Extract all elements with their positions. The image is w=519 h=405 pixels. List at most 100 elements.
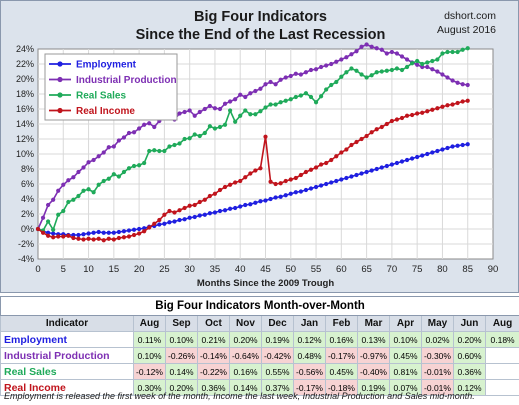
data-point xyxy=(369,73,374,78)
data-point xyxy=(116,235,121,241)
data-point xyxy=(369,130,374,135)
mom-table-area: Big Four Indicators Month-over-Month Ind… xyxy=(0,296,519,396)
table-cell: 0.55% xyxy=(261,363,294,380)
data-point xyxy=(202,106,207,112)
data-point xyxy=(197,133,202,139)
data-point xyxy=(450,144,455,149)
data-point xyxy=(46,230,51,235)
table-cell: 0.45% xyxy=(325,363,358,380)
data-point xyxy=(359,171,364,176)
data-point xyxy=(40,215,46,220)
data-point xyxy=(51,227,56,232)
data-point xyxy=(187,136,192,141)
data-point xyxy=(379,69,384,74)
y-tick-label: 22% xyxy=(16,59,34,69)
y-tick-label: -4% xyxy=(18,254,34,264)
table-row: Real Income 0.30% 0.20% 0.36% 0.14% 0.37% -0.1… xyxy=(0,379,519,396)
table-cell: 0.10% xyxy=(389,331,422,348)
data-point xyxy=(273,82,278,87)
data-point xyxy=(137,163,142,168)
data-point xyxy=(293,94,298,100)
table-cell xyxy=(484,379,519,396)
data-point xyxy=(238,204,243,209)
data-point xyxy=(192,113,197,118)
month-header: Dec xyxy=(261,315,294,332)
data-point xyxy=(278,181,283,186)
table-cell: -0.64% xyxy=(229,347,262,364)
data-point xyxy=(131,163,137,169)
data-point xyxy=(374,46,379,51)
data-point xyxy=(167,208,172,214)
data-point xyxy=(430,150,435,155)
table-cell: 0.10% xyxy=(133,347,166,364)
data-point xyxy=(465,98,470,103)
data-point xyxy=(319,183,324,188)
data-point xyxy=(415,62,420,67)
data-point xyxy=(384,121,389,127)
data-point xyxy=(207,124,212,129)
data-point xyxy=(212,126,218,131)
x-tick-label: 40 xyxy=(235,264,246,275)
data-point xyxy=(46,219,51,224)
data-point xyxy=(238,178,243,184)
data-point xyxy=(298,172,303,178)
data-point xyxy=(56,234,61,239)
data-point xyxy=(157,217,162,223)
table-cell: 0.18% xyxy=(484,331,519,348)
data-point xyxy=(76,236,81,241)
x-tick-label: 30 xyxy=(184,264,195,275)
data-point xyxy=(440,104,445,109)
data-point xyxy=(359,136,364,142)
table-cell: 0.60% xyxy=(453,347,486,364)
data-point xyxy=(339,150,344,155)
data-point xyxy=(248,112,253,117)
data-point xyxy=(303,187,309,193)
data-point xyxy=(354,139,359,145)
data-point xyxy=(440,72,445,77)
data-point xyxy=(445,145,450,151)
mom-table: Big Four Indicators Month-over-Month Ind… xyxy=(0,296,519,396)
data-point xyxy=(96,236,101,241)
x-tick-label: 60 xyxy=(336,264,347,275)
data-point xyxy=(71,232,76,238)
data-point xyxy=(420,110,425,115)
table-cell: -0.17% xyxy=(325,347,358,364)
x-tick-label: 80 xyxy=(437,264,448,275)
data-point xyxy=(228,182,233,187)
data-point xyxy=(369,168,374,173)
data-point xyxy=(111,237,116,242)
indicator-name: Real Sales xyxy=(0,363,134,380)
data-point xyxy=(233,205,238,211)
data-point xyxy=(182,205,187,211)
y-tick-label: 16% xyxy=(16,104,34,114)
month-header: Aug xyxy=(484,315,519,332)
data-point xyxy=(228,99,233,104)
x-tick-label: 70 xyxy=(387,264,398,275)
data-point xyxy=(465,82,470,88)
legend-swatch-marker xyxy=(57,107,63,114)
table-cell: 0.21% xyxy=(197,331,230,348)
data-point xyxy=(399,159,405,164)
data-point xyxy=(404,113,410,118)
indicator-header: Indicator xyxy=(0,315,134,332)
month-header: Feb xyxy=(325,315,358,332)
table-title: Big Four Indicators Month-over-Month xyxy=(0,296,519,316)
date-label: August 2016 xyxy=(437,24,496,36)
data-point xyxy=(238,92,243,97)
data-point xyxy=(460,142,465,148)
data-point xyxy=(258,109,263,114)
data-point xyxy=(450,78,455,83)
month-header: Apr xyxy=(389,315,422,332)
data-point xyxy=(283,193,288,198)
data-point xyxy=(374,166,379,172)
data-point xyxy=(465,46,470,51)
data-point xyxy=(106,145,111,150)
data-point xyxy=(430,58,435,64)
data-point xyxy=(157,222,162,227)
table-cell: 0.14% xyxy=(165,363,198,380)
data-point xyxy=(415,111,420,116)
data-point xyxy=(96,229,101,235)
data-point xyxy=(268,179,273,184)
data-point xyxy=(334,79,339,85)
data-point xyxy=(364,133,369,139)
